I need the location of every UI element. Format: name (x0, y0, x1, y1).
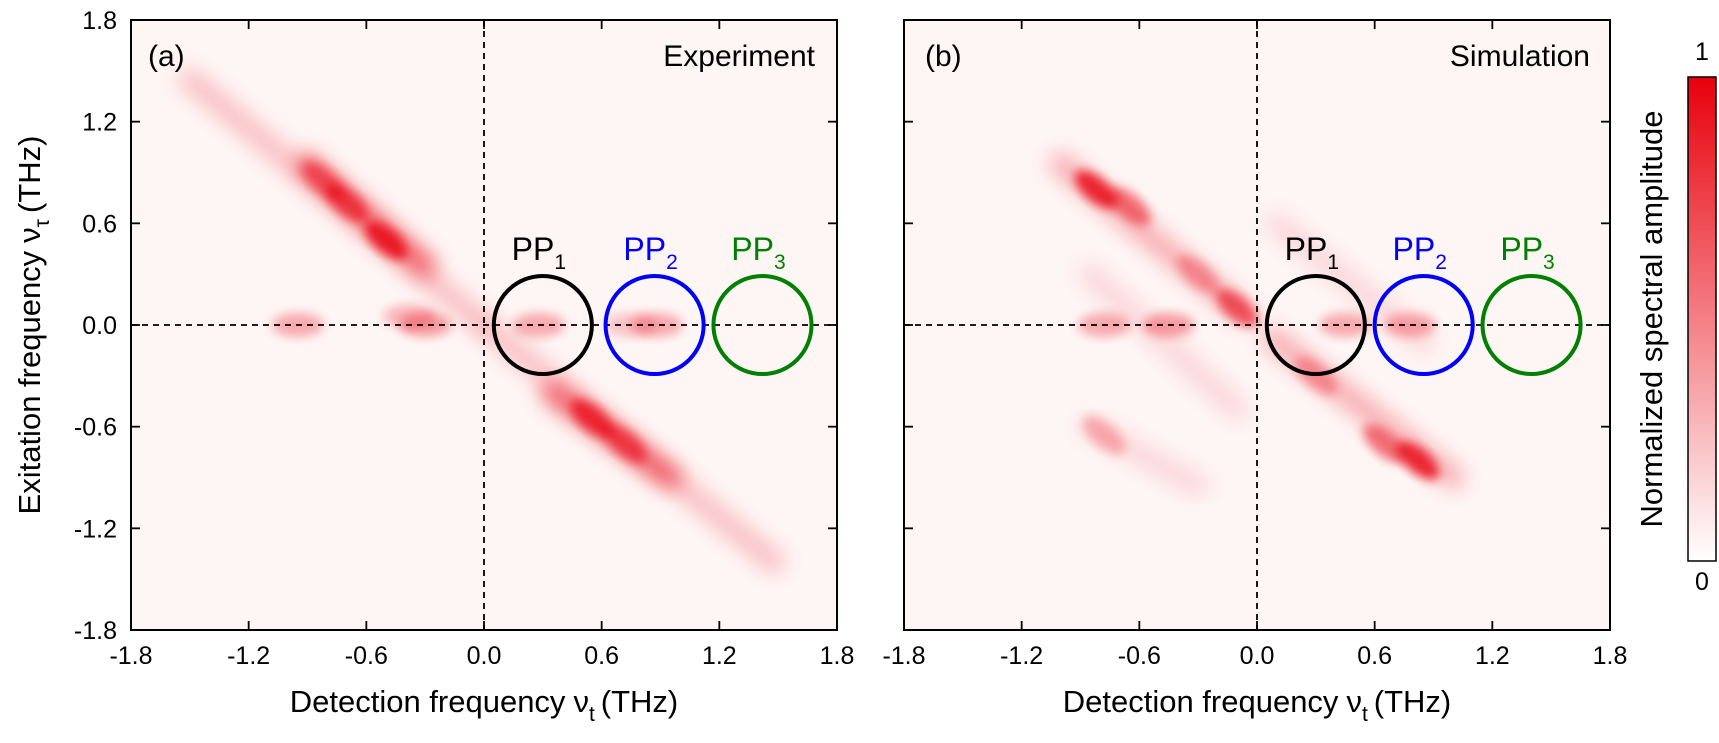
y-tick-label: 0.0 (82, 312, 117, 340)
y-tick-label: -0.6 (74, 414, 117, 442)
colorbar-min-label: 0 (1695, 568, 1709, 596)
signal-peak (1216, 288, 1259, 328)
panel-label-a: (a) (148, 40, 185, 73)
x-axis-title-a: Detection frequency νt (THz) (290, 684, 679, 726)
pp1-circle (491, 273, 594, 377)
x-axis-symbol: ν (573, 684, 589, 719)
pp-label-text: PP (1500, 231, 1543, 267)
pp-label-text: PP (731, 231, 774, 267)
y-tick-label: -1.8 (74, 617, 117, 645)
pp-label-text: PP (1285, 231, 1328, 267)
y-axis-title: Exitation frequency ντ (THz) (12, 136, 54, 515)
tick-layer: -1.8 -1.2 -0.6 0.0 0.6 1.2 1.8 (882, 19, 1628, 670)
colorbar: 1 0 Normalized spectral amplitude (1634, 38, 1717, 596)
pp-label-text: PP (623, 231, 666, 267)
signal-peak (570, 399, 614, 438)
pp2-label: PP2 (623, 231, 677, 274)
y-tick-label: 0.6 (82, 210, 117, 238)
pp2-label: PP2 (1393, 231, 1447, 274)
signal-peak (1363, 424, 1406, 463)
signal-peak (1383, 313, 1436, 337)
signal-peak (301, 161, 345, 201)
x-axis-title-text: Detection frequency (290, 684, 566, 719)
signal-peak (364, 221, 408, 260)
panel-label-b: (b) (925, 40, 962, 73)
signal-peak (1396, 441, 1440, 480)
y-axis-symbol: ν (12, 227, 47, 243)
pp-label-subscript: 3 (774, 251, 786, 274)
x-tick-label: 1.8 (1593, 642, 1628, 670)
x-tick-label: 1.2 (1475, 642, 1510, 670)
y-tick-label: 1.2 (82, 109, 117, 137)
pp1-label: PP1 (512, 231, 566, 274)
pp-label-subscript: 3 (1543, 251, 1555, 274)
x-tick-label: 1.8 (820, 642, 855, 670)
pp2-circle (1372, 273, 1475, 377)
pp-annotations: PP1 PP2 PP3 (1264, 231, 1583, 377)
x-tick-label: 0.0 (1240, 642, 1275, 670)
x-tick-label: -1.8 (882, 642, 925, 670)
panel-experiment: PP1 PP2 PP3 -1.8 -1.2 -0.6 0.0 0.6 1.2 1.8-1.8-1… (12, 7, 854, 726)
signal-peak (1176, 255, 1220, 294)
pp-label-subscript: 1 (554, 251, 566, 274)
panel-simulation: PP1 PP2 PP3 -1.8 -1.2 -0.6 0.0 0.6 1.2 1.8 (b) S… (882, 19, 1628, 726)
pp2-circle (603, 273, 706, 377)
x-axis-title-b: Detection frequency νt (THz) (1063, 684, 1452, 726)
signal-peak (1108, 187, 1151, 226)
pp-label-text: PP (1393, 231, 1436, 267)
x-axis-symbol: ν (1346, 684, 1362, 719)
pp3-label: PP3 (1500, 231, 1554, 274)
x-axis-unit: (THz) (601, 684, 678, 719)
x-axis-subscript: t (1362, 703, 1368, 726)
pp3-circle (711, 273, 814, 377)
signal-peak (1082, 416, 1126, 455)
x-tick-label: -0.6 (345, 642, 388, 670)
pp3-label: PP3 (731, 231, 785, 274)
signal-streak (1079, 263, 1249, 421)
x-axis-subscript: t (589, 703, 595, 726)
pp3-circle (1480, 273, 1583, 377)
y-tick-label: -1.2 (74, 515, 117, 543)
colorbar-title: Normalized spectral amplitude (1634, 111, 1669, 528)
x-tick-label: -1.2 (227, 642, 270, 670)
pp-label-subscript: 2 (1435, 251, 1447, 274)
signal-peak (1074, 170, 1118, 209)
pp-label-text: PP (512, 231, 555, 267)
pp-label-subscript: 2 (666, 251, 678, 274)
y-axis-subscript: τ (31, 218, 54, 227)
pp-annotations: PP1 PP2 PP3 (491, 231, 814, 377)
y-axis-title-text: Exitation frequency (12, 250, 47, 514)
x-tick-label: 0.0 (467, 642, 502, 670)
pp-label-subscript: 1 (1327, 251, 1339, 274)
x-tick-label: -1.8 (109, 642, 152, 670)
pp1-circle (1264, 273, 1367, 377)
x-tick-label: 1.2 (702, 642, 737, 670)
panel-title-experiment: Experiment (663, 40, 815, 73)
x-tick-label: -1.2 (1000, 642, 1043, 670)
tick-layer: -1.8 -1.2 -0.6 0.0 0.6 1.2 1.8 -1.8 -1.2 -0.6 0.0 0… (74, 7, 854, 670)
x-tick-label: 0.6 (584, 642, 619, 670)
y-tick-label: 1.8 (82, 7, 117, 35)
colorbar-gradient (1687, 76, 1717, 562)
signal-peak (383, 304, 436, 329)
colorbar-max-label: 1 (1695, 38, 1709, 66)
signal-peak (603, 424, 647, 463)
y-axis-unit: (THz) (12, 136, 47, 213)
x-tick-label: 0.6 (1357, 642, 1392, 670)
panel-title-simulation: Simulation (1450, 40, 1590, 73)
x-axis-unit: (THz) (1374, 684, 1451, 719)
x-axis-title-text: Detection frequency (1063, 684, 1339, 719)
x-tick-label: -0.6 (1118, 642, 1161, 670)
pp1-label: PP1 (1285, 231, 1339, 274)
